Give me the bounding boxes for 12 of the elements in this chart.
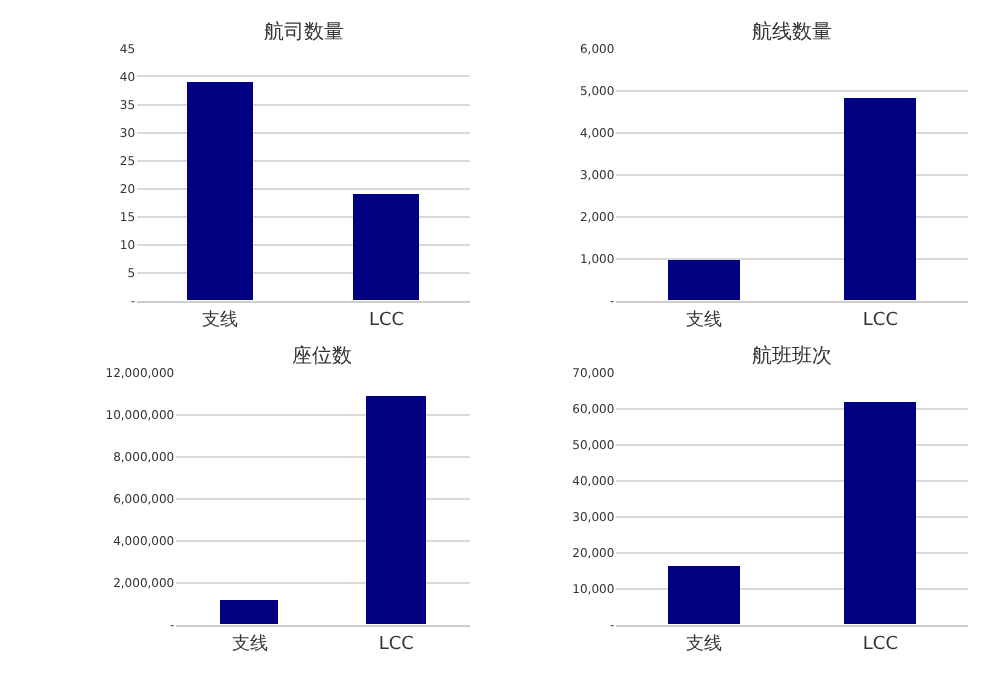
x-tick-label: LCC [368,310,405,331]
x-tick-label: LCC [862,634,899,655]
chart-title: 航班班次 [752,344,832,368]
x-tick-label: LCC [862,310,899,331]
x-tick-label: LCC [378,634,414,655]
chart-title: 座位数 [292,344,352,368]
x-tick-label: 支线 [202,308,239,331]
x-tick-label: 支线 [686,632,723,655]
x-tick-label: 支线 [686,308,723,331]
chart-title: 航线数量 [752,20,832,44]
chart-title: 航司数量 [264,20,344,44]
x-tick-label: 支线 [231,632,268,655]
